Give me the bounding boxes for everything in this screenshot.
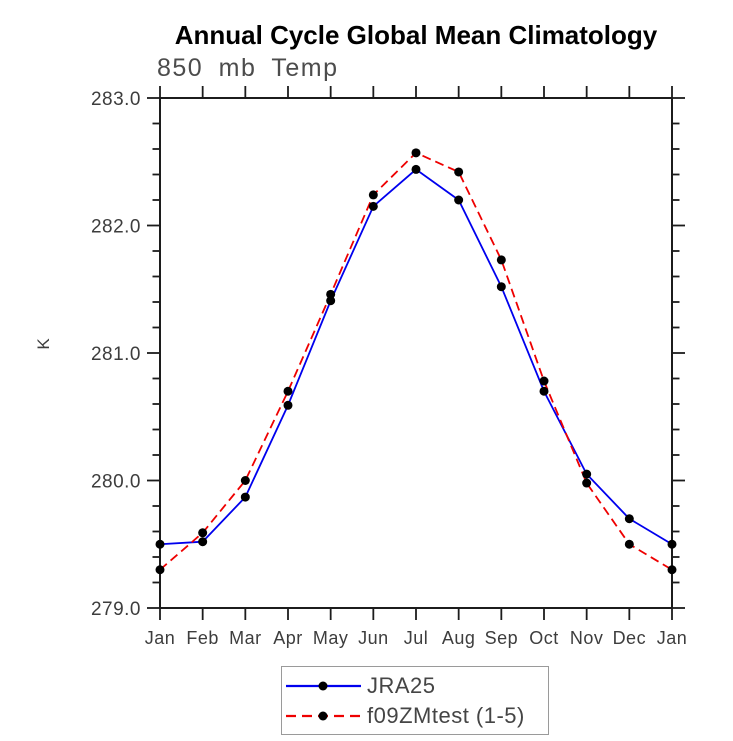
- y-axis-label: K: [34, 338, 53, 350]
- data-point: [582, 478, 592, 488]
- x-tick-label: Aug: [442, 628, 476, 648]
- data-point: [368, 201, 378, 211]
- x-tick-label: Feb: [186, 628, 219, 648]
- data-point: [667, 565, 677, 575]
- data-point: [198, 528, 208, 538]
- x-tick-label: Jan: [657, 628, 688, 648]
- data-point: [582, 469, 592, 479]
- x-tick-label: May: [313, 628, 349, 648]
- x-tick-label: Nov: [570, 628, 604, 648]
- data-point: [155, 539, 165, 549]
- x-tick-label: Oct: [529, 628, 559, 648]
- data-point: [667, 539, 677, 549]
- y-tick-label: 282.0: [91, 217, 141, 238]
- legend-label: f09ZMtest (1-5): [367, 703, 525, 728]
- data-point: [496, 282, 506, 292]
- data-point: [368, 190, 378, 200]
- data-point: [155, 565, 165, 575]
- data-point: [326, 296, 336, 306]
- data-point: [283, 386, 293, 396]
- data-point: [240, 476, 250, 485]
- legend-entry-f09zmtest: f09ZMtest (1-5): [285, 702, 525, 730]
- series-markers-0: [155, 164, 677, 549]
- y-tick-label: 281.0: [91, 344, 141, 365]
- x-tick-label: Jul: [404, 628, 429, 648]
- x-axis-tick-labels: Jan Feb Mar Apr May Jun Jul Aug Sep Oct Nov Dec Jan: [145, 628, 688, 648]
- y-axis-tick-labels: 279.0 280.0 281.0 282.0 283.0: [91, 89, 141, 620]
- y-tick-label: 279.0: [91, 599, 141, 620]
- y-tick-label: 280.0: [91, 472, 141, 493]
- x-tick-label: Jun: [358, 628, 389, 648]
- data-point: [454, 195, 464, 205]
- series-markers-1: [155, 148, 677, 575]
- legend-line-sample-solid-icon: [286, 681, 361, 691]
- data-point: [411, 148, 421, 158]
- chart-title: Annual Cycle Global Mean Climatology: [174, 20, 658, 50]
- data-point: [411, 164, 421, 174]
- x-tick-label: Mar: [229, 628, 262, 648]
- data-point: [283, 400, 293, 410]
- x-tick-label: Apr: [273, 628, 303, 648]
- data-point: [624, 539, 634, 549]
- legend-label: JRA25: [367, 673, 436, 698]
- legend-entry-jra25: JRA25: [285, 672, 436, 700]
- x-axis-ticks: [159, 86, 673, 620]
- data-point: [240, 492, 250, 502]
- x-tick-label: Dec: [613, 628, 647, 648]
- legend-box: JRA25 f09ZMtest (1-5): [281, 666, 549, 735]
- plot-frame: [159, 97, 673, 609]
- data-point: [539, 386, 549, 396]
- chart-subtitle: 850 mb Temp: [157, 54, 339, 82]
- legend-line-sample-dashed-icon: [286, 711, 361, 721]
- data-point: [624, 514, 634, 524]
- data-point: [496, 255, 506, 265]
- y-axis-ticks: [147, 97, 685, 609]
- data-point: [326, 289, 336, 299]
- data-point: [198, 537, 208, 547]
- data-point: [454, 167, 464, 177]
- series-line-0: [159, 168, 673, 546]
- data-point: [539, 376, 549, 386]
- y-tick-label: 283.0: [91, 89, 141, 110]
- x-tick-label: Jan: [145, 628, 176, 648]
- x-tick-label: Sep: [485, 628, 519, 648]
